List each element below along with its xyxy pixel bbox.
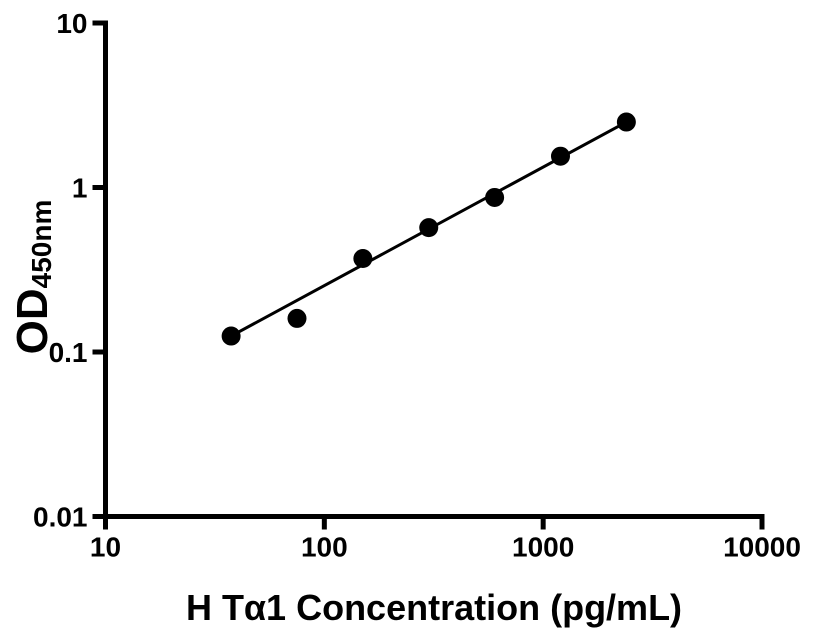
x-tick-label: 1000 xyxy=(512,532,574,563)
x-tick-label: 10 xyxy=(90,532,121,563)
y-tick-label: 10 xyxy=(56,8,87,39)
y-tick-label: 1 xyxy=(72,173,88,204)
data-point xyxy=(616,112,636,132)
y-tick-label: 0.1 xyxy=(49,337,88,368)
data-points xyxy=(221,112,636,346)
x-tick-label: 100 xyxy=(301,532,348,563)
y-tick-label: 0.01 xyxy=(33,502,88,533)
data-point xyxy=(221,326,241,346)
x-axis: 10 100 1000 10000 xyxy=(90,514,801,563)
y-axis-title-subscript: 450nm xyxy=(26,200,57,289)
data-point xyxy=(485,187,505,207)
data-point xyxy=(287,308,307,328)
data-point xyxy=(353,249,373,269)
x-axis-title: H Tα1 Concentration (pg/mL) xyxy=(186,587,682,628)
y-axis-title: OD450nm xyxy=(8,200,57,355)
x-tick-label: 10000 xyxy=(723,532,801,563)
data-point xyxy=(550,146,570,166)
y-axis-title-main: OD xyxy=(8,288,57,354)
y-axis: 10 1 0.1 0.01 xyxy=(33,8,108,533)
data-point xyxy=(419,218,439,238)
